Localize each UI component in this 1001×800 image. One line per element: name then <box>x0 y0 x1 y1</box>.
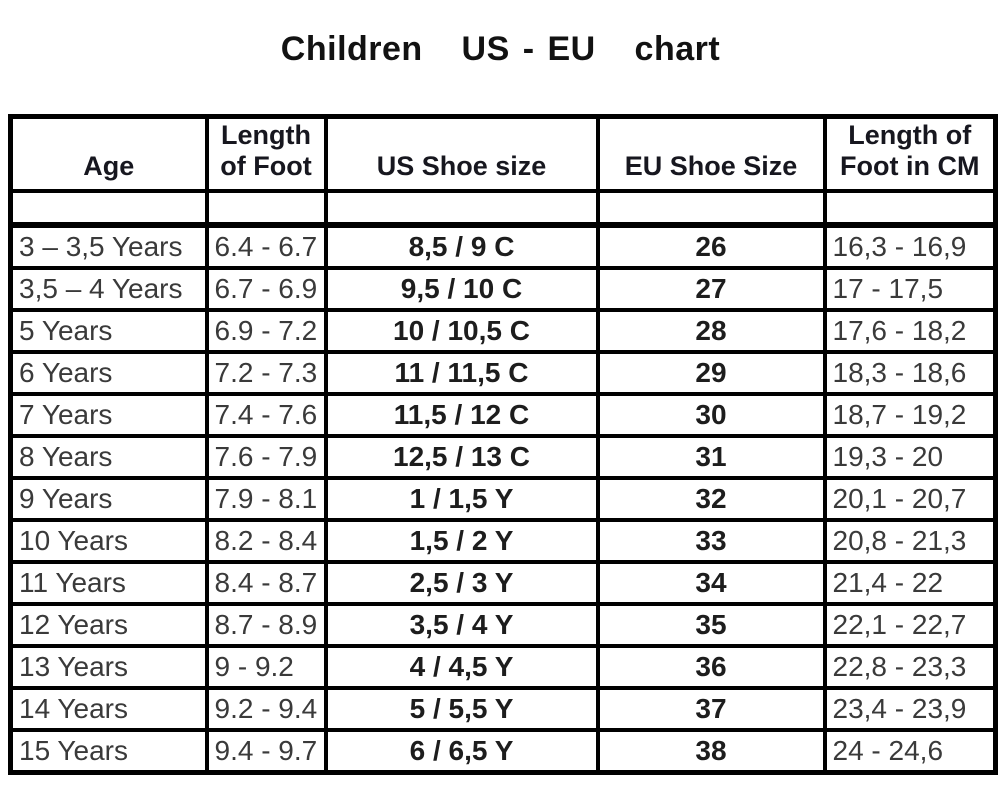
table-cell: 34 <box>595 559 827 606</box>
table-cell: 37 <box>595 685 827 732</box>
table-cell: 13 Years <box>8 643 209 690</box>
table-cell: 6 Years <box>8 349 209 396</box>
table-row: 12 Years 8.7 - 8.9 3,5 / 4 Y 35 22,1 - 22,7 <box>8 601 998 648</box>
table-row: 10 Years 8.2 - 8.4 1,5 / 2 Y 33 20,8 - 21,3 <box>8 517 998 564</box>
table-cell: 29 <box>595 349 827 396</box>
table-cell: 36 <box>595 643 827 690</box>
table-cell: 10 Years <box>8 517 209 564</box>
table-body: 3 – 3,5 Years 6.4 - 6.7 8,5 / 9 C 26 16,3 - … <box>8 188 998 774</box>
table-cell: 20,1 - 20,7 <box>822 475 998 522</box>
table-cell: 31 <box>595 433 827 480</box>
table-cell: 6 / 6,5 Y <box>323 727 600 774</box>
table-cell: 11,5 / 12 C <box>323 391 600 438</box>
table-cell: 22,1 - 22,7 <box>822 601 998 648</box>
table-cell: 9 Years <box>8 475 209 522</box>
table-cell: 14 Years <box>8 685 209 732</box>
table-cell: 35 <box>595 601 827 648</box>
table-row: 7 Years 7.4 - 7.6 11,5 / 12 C 30 18,7 - 19,2 <box>8 391 998 438</box>
table-cell: 3,5 – 4 Years <box>8 265 209 312</box>
blank-cell <box>323 188 600 228</box>
blank-cell <box>8 188 209 228</box>
blank-cell <box>595 188 827 228</box>
size-chart-table: Age Length of Foot US Shoe size EU Shoe Siz… <box>8 114 998 775</box>
table-cell: 24 - 24,6 <box>822 727 998 774</box>
blank-cell <box>204 188 328 228</box>
table-cell: 30 <box>595 391 827 438</box>
table-cell: 5 / 5,5 Y <box>323 685 600 732</box>
table-cell: 20,8 - 21,3 <box>822 517 998 564</box>
table-cell: 23,4 - 23,9 <box>822 685 998 732</box>
table-cell: 6.7 - 6.9 <box>204 265 328 312</box>
table-row: 11 Years 8.4 - 8.7 2,5 / 3 Y 34 21,4 - 22 <box>8 559 998 606</box>
table-cell: 5 Years <box>8 307 209 354</box>
table-cell: 18,7 - 19,2 <box>822 391 998 438</box>
table-cell: 1 / 1,5 Y <box>323 475 600 522</box>
table-row: 13 Years 9 - 9.2 4 / 4,5 Y 36 22,8 - 23,3 <box>8 643 998 690</box>
table-cell: 10 / 10,5 C <box>323 307 600 354</box>
table-row: 15 Years 9.4 - 9.7 6 / 6,5 Y 38 24 - 24,6 <box>8 727 998 774</box>
table-cell: 27 <box>595 265 827 312</box>
table-cell: 6.4 - 6.7 <box>204 222 328 270</box>
table-cell: 38 <box>595 727 827 774</box>
column-header-eu-shoe-size: EU Shoe Size <box>595 114 827 193</box>
table-cell: 21,4 - 22 <box>822 559 998 606</box>
column-header-us-shoe-size: US Shoe size <box>323 114 600 193</box>
table-cell: 7 Years <box>8 391 209 438</box>
page-title: Children US - EU chart <box>280 30 721 68</box>
table-cell: 1,5 / 2 Y <box>323 517 600 564</box>
table-cell: 11 / 11,5 C <box>323 349 600 396</box>
table-cell: 2,5 / 3 Y <box>323 559 600 606</box>
table-cell: 9 - 9.2 <box>204 643 328 690</box>
table-cell: 26 <box>595 222 827 270</box>
table-cell: 17 - 17,5 <box>822 265 998 312</box>
table-cell: 3,5 / 4 Y <box>323 601 600 648</box>
table-row: 6 Years 7.2 - 7.3 11 / 11,5 C 29 18,3 - 18,6 <box>8 349 998 396</box>
table-cell: 28 <box>595 307 827 354</box>
table-cell: 19,3 - 20 <box>822 433 998 480</box>
table-cell: 7.2 - 7.3 <box>204 349 328 396</box>
table-cell: 8 Years <box>8 433 209 480</box>
table-cell: 3 – 3,5 Years <box>8 222 209 270</box>
table-cell: 7.9 - 8.1 <box>204 475 328 522</box>
table-cell: 8,5 / 9 C <box>323 222 600 270</box>
table-cell: 8.4 - 8.7 <box>204 559 328 606</box>
table-cell: 8.2 - 8.4 <box>204 517 328 564</box>
table-cell: 4 / 4,5 Y <box>323 643 600 690</box>
table-row: 8 Years 7.6 - 7.9 12,5 / 13 C 31 19,3 - 20 <box>8 433 998 480</box>
table-header: Age Length of Foot US Shoe size EU Shoe Siz… <box>8 114 998 193</box>
table-cell: 18,3 - 18,6 <box>822 349 998 396</box>
table-cell: 7.4 - 7.6 <box>204 391 328 438</box>
table-cell: 8.7 - 8.9 <box>204 601 328 648</box>
table-cell: 7.6 - 7.9 <box>204 433 328 480</box>
table-cell: 9,5 / 10 C <box>323 265 600 312</box>
blank-cell <box>822 188 998 228</box>
header-row: Age Length of Foot US Shoe size EU Shoe Siz… <box>8 114 998 193</box>
blank-spacer-row <box>8 188 998 228</box>
column-header-age: Age <box>8 114 209 193</box>
column-header-length-of-foot: Length of Foot <box>204 114 328 193</box>
table-cell: 9.2 - 9.4 <box>204 685 328 732</box>
table-cell: 12 Years <box>8 601 209 648</box>
table-row: 9 Years 7.9 - 8.1 1 / 1,5 Y 32 20,1 - 20,7 <box>8 475 998 522</box>
table-row: 3,5 – 4 Years 6.7 - 6.9 9,5 / 10 C 27 17 - 1… <box>8 265 998 312</box>
table-cell: 15 Years <box>8 727 209 774</box>
table-cell: 12,5 / 13 C <box>323 433 600 480</box>
table-row: 14 Years 9.2 - 9.4 5 / 5,5 Y 37 23,4 - 23,9 <box>8 685 998 732</box>
table-cell: 16,3 - 16,9 <box>822 222 998 270</box>
page: Children US - EU chart Age Length of Foot… <box>0 30 1001 800</box>
table-cell: 17,6 - 18,2 <box>822 307 998 354</box>
table-cell: 22,8 - 23,3 <box>822 643 998 690</box>
table-cell: 33 <box>595 517 827 564</box>
table-cell: 32 <box>595 475 827 522</box>
column-header-length-of-foot-in-cm: Length of Foot in CM <box>822 114 998 193</box>
table-cell: 6.9 - 7.2 <box>204 307 328 354</box>
table-cell: 9.4 - 9.7 <box>204 727 328 774</box>
table-row: 3 – 3,5 Years 6.4 - 6.7 8,5 / 9 C 26 16,3 - … <box>8 222 998 270</box>
table-cell: 11 Years <box>8 559 209 606</box>
table-row: 5 Years 6.9 - 7.2 10 / 10,5 C 28 17,6 - 18,2 <box>8 307 998 354</box>
